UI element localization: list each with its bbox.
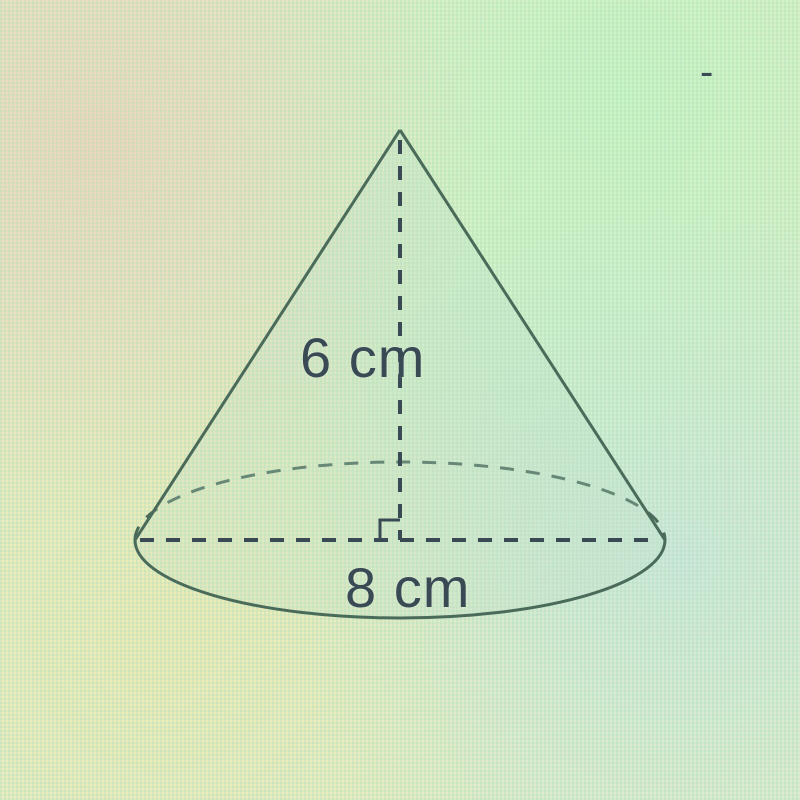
cone-svg bbox=[0, 0, 800, 800]
corner-mark: - bbox=[700, 50, 713, 95]
height-label: 6 cm bbox=[300, 325, 425, 390]
diameter-label: 8 cm bbox=[345, 555, 470, 620]
cone-diagram: 6 cm 8 cm - bbox=[0, 0, 800, 800]
